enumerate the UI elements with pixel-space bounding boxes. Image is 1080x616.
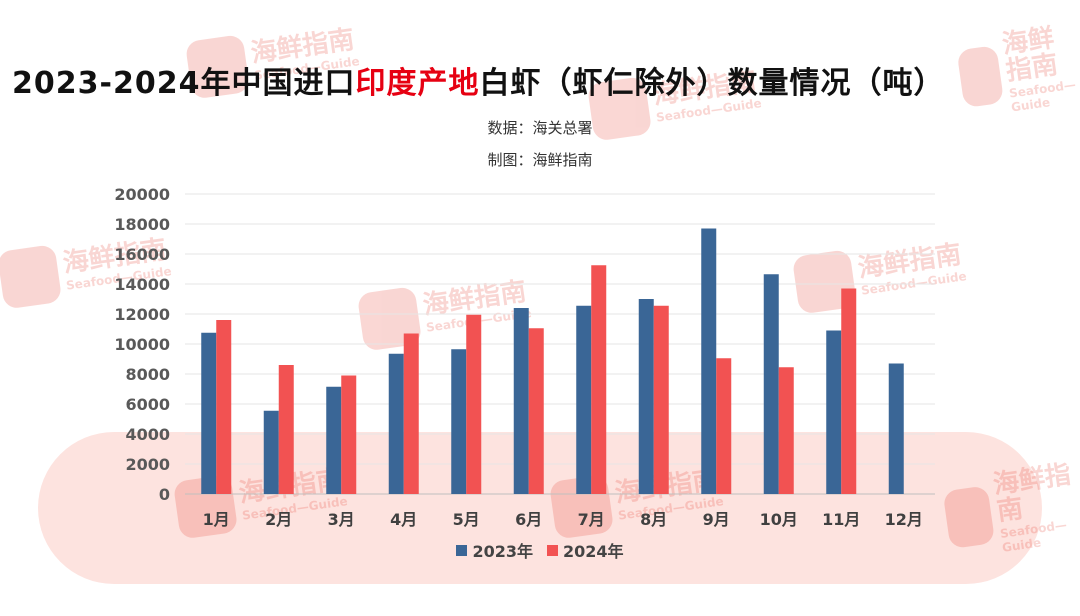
legend-item-2024: 2024年 (547, 538, 624, 562)
title-suffix: 白虾（虾仁除外）数量情况（吨） (479, 66, 945, 101)
legend-swatch-2023 (456, 544, 468, 556)
title-prefix: 2023-2024年中国进口 (12, 66, 356, 101)
bar-2023 (888, 363, 904, 494)
bar-2023 (263, 410, 279, 494)
bar-2023 (326, 386, 342, 494)
bar-2023 (576, 305, 592, 494)
x-tick-label: 9月 (703, 510, 730, 529)
bar-2023 (826, 330, 842, 494)
x-tick-label: 1月 (203, 510, 230, 529)
x-tick-label: 4月 (390, 510, 417, 529)
x-tick-label: 12月 (885, 510, 923, 529)
y-tick-label: 10000 (114, 335, 170, 354)
bar-2023 (201, 332, 217, 494)
bar-2023 (451, 349, 467, 494)
y-tick-label: 0 (159, 485, 170, 504)
legend-label-2024: 2024年 (563, 542, 624, 561)
title-highlight: 印度产地 (355, 66, 480, 101)
bar-2024 (528, 328, 544, 494)
bar-2024 (591, 265, 607, 494)
bar-2023 (638, 299, 654, 494)
x-tick-label: 8月 (640, 510, 667, 529)
y-tick-label: 4000 (125, 425, 170, 444)
bar-2024 (466, 314, 482, 494)
source-line: 数据：海关总署 (487, 119, 593, 137)
bar-2024 (341, 375, 357, 494)
x-tick-label: 6月 (515, 510, 542, 529)
y-tick-label: 2000 (125, 455, 170, 474)
chart-title: 2023-2024年中国进口印度产地白虾（虾仁除外）数量情况（吨） (12, 58, 1072, 102)
y-tick-label: 8000 (125, 365, 170, 384)
y-tick-label: 6000 (125, 395, 170, 414)
bar-2023 (513, 308, 529, 494)
legend-swatch-2024 (547, 544, 558, 556)
maker-line: 制图：海鲜指南 (487, 151, 593, 169)
bar-2024 (653, 305, 669, 494)
x-tick-label: 2月 (265, 510, 292, 529)
bar-2024 (841, 288, 857, 494)
bar-2024 (403, 333, 419, 494)
x-tick-label: 11月 (822, 510, 860, 529)
y-tick-label: 18000 (114, 215, 170, 234)
bar-2024 (216, 320, 232, 494)
bar-2023 (388, 353, 404, 494)
x-tick-label: 5月 (453, 510, 480, 529)
bar-2024 (278, 365, 294, 494)
x-tick-label: 3月 (328, 510, 355, 529)
bar-2024 (778, 367, 794, 494)
x-tick-label: 10月 (760, 510, 798, 529)
y-tick-label: 12000 (114, 305, 170, 324)
y-tick-label: 16000 (114, 245, 170, 264)
y-tick-label: 20000 (114, 185, 170, 204)
legend-label-2023: 2023年 (472, 542, 533, 561)
bar-2024 (716, 358, 732, 494)
bar-2023 (763, 274, 779, 494)
legend-item-2023: 2023年 (456, 538, 533, 562)
bar-2023 (701, 228, 717, 494)
chart-legend: 2023年 2024年 (0, 538, 1080, 562)
x-tick-label: 7月 (578, 510, 605, 529)
y-tick-label: 14000 (114, 275, 170, 294)
